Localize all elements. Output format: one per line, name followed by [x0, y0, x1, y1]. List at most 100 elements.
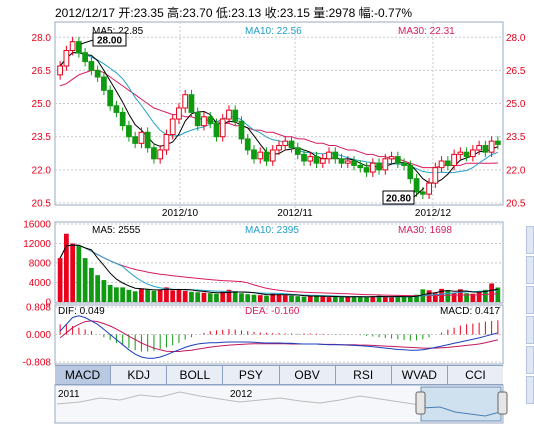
volume-bar [314, 295, 319, 302]
volume-ma30-label: MA30: 1698 [398, 225, 452, 236]
volume-bar [95, 275, 101, 302]
price-tick-right: 28.0 [506, 33, 526, 44]
candle-body [369, 162, 376, 173]
volume-bar [339, 297, 344, 302]
volume-bar [295, 296, 301, 302]
navigator-history-line [56, 391, 421, 406]
candle-body [357, 164, 364, 169]
macd-tick: 0.000 [26, 330, 51, 341]
candle-body [307, 156, 314, 162]
min-price-marker: 20.80 [382, 187, 425, 205]
volume-bar [189, 291, 194, 302]
tab-obv[interactable]: OBV [280, 366, 336, 384]
side-scroll-button-4[interactable] [526, 316, 534, 344]
volume-bar [276, 294, 282, 302]
candle-body [57, 65, 64, 76]
volume-bar [207, 293, 213, 302]
tab-rsi[interactable]: RSI [336, 366, 392, 384]
candle-body [407, 164, 414, 180]
candle-body [394, 156, 401, 164]
volume-bar [76, 245, 82, 302]
volume-bar [332, 296, 338, 302]
low-value: 23.13 [231, 6, 262, 20]
candle-body [376, 162, 382, 171]
tab-wvad[interactable]: WVAD [392, 366, 448, 384]
price-ma5-label: MA5: 22.85 [92, 26, 144, 37]
macd-tick: -0.808 [23, 358, 52, 369]
candle-body [169, 118, 176, 135]
tab-boll[interactable]: BOLL [167, 366, 224, 384]
volume-bar [320, 296, 326, 302]
high-label: 高: [167, 6, 183, 20]
candle-body [288, 140, 295, 149]
volume-ma10-label: MA10: 2395 [245, 225, 299, 236]
candle-body [182, 94, 189, 109]
volume-bar [57, 258, 63, 302]
tab-macd[interactable]: MACD [55, 366, 112, 384]
navigator-year-2012: 2012 [230, 389, 253, 400]
candle-body [451, 153, 457, 166]
volume-bar [264, 295, 269, 302]
candle-body [319, 158, 326, 164]
close-value: 23.15 [279, 6, 310, 20]
volume-bar [432, 293, 438, 302]
navigator-left-handle[interactable] [415, 391, 426, 415]
candle-body [432, 167, 439, 184]
volume-bar [395, 297, 401, 302]
candle-body [269, 149, 276, 162]
volume-bar [64, 233, 69, 302]
candle-body [132, 136, 139, 144]
volume-bar [89, 267, 94, 302]
date-tick-dec: 2012/12 [415, 208, 452, 219]
macd-lines [59, 315, 499, 359]
volume-bar [307, 296, 313, 302]
candle-body [326, 151, 332, 160]
candle-body [138, 131, 145, 144]
volume-bar [301, 296, 307, 302]
candle-body [107, 89, 114, 107]
side-scroll-button-2[interactable] [526, 256, 534, 284]
candle-body [401, 162, 407, 166]
price-tick-right: 25.0 [506, 99, 526, 110]
volume-bar [426, 290, 432, 302]
tab-psy[interactable]: PSY [223, 366, 280, 384]
candle-body [344, 160, 351, 164]
dif-line [59, 315, 499, 359]
navigator-selection[interactable] [420, 386, 502, 422]
tab-cci[interactable]: CCI [465, 368, 486, 382]
volume-bar [282, 295, 288, 302]
side-scroll-button-6[interactable] [526, 376, 534, 404]
side-scroll-button-1[interactable] [526, 226, 534, 254]
candle-body [88, 61, 95, 71]
volume-bar [251, 294, 257, 302]
candle-body [301, 153, 307, 162]
date-axis-labels: 2012/10 2012/11 2012/12 [162, 208, 452, 219]
navigator-year-2011: 2011 [58, 389, 80, 400]
macd-histogram [59, 320, 499, 352]
side-scroll-button-3[interactable] [526, 286, 534, 314]
candle-body [82, 52, 89, 63]
volume-bar [414, 294, 419, 302]
volume-bar [289, 295, 294, 302]
volume-tick: 12000 [23, 239, 51, 250]
volume-bar [145, 289, 151, 302]
candle-body [463, 151, 470, 158]
volume-bar [445, 290, 451, 302]
navigator-right-handle[interactable] [497, 391, 508, 415]
macd-tick: 0.808 [26, 303, 51, 314]
candle-body [194, 111, 201, 127]
candle-body [388, 156, 395, 160]
candle-body [176, 107, 182, 120]
volume-bar [157, 289, 163, 302]
price-tick-left: 26.5 [32, 66, 52, 77]
candle-body [69, 41, 76, 52]
volume-bar [151, 290, 157, 302]
candle-body [363, 167, 370, 173]
side-scroll-button-5[interactable] [526, 346, 534, 374]
volume-bar [201, 292, 207, 302]
volume-bar [451, 292, 457, 302]
candle-body [163, 133, 170, 151]
candle-body [426, 182, 432, 195]
tab-kdj[interactable]: KDJ [111, 366, 168, 384]
